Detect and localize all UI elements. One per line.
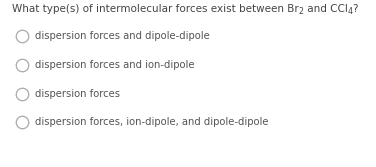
Text: dispersion forces: dispersion forces: [35, 89, 120, 99]
Text: 2: 2: [299, 7, 304, 16]
Text: dispersion forces and ion-dipole: dispersion forces and ion-dipole: [35, 60, 194, 70]
Text: 4: 4: [348, 7, 353, 16]
Text: and CCl: and CCl: [304, 4, 348, 14]
Text: dispersion forces and dipole-dipole: dispersion forces and dipole-dipole: [35, 31, 210, 41]
Text: What type(s) of intermolecular forces exist between Br: What type(s) of intermolecular forces ex…: [12, 4, 299, 14]
Text: ?: ?: [353, 4, 358, 14]
Text: dispersion forces, ion-dipole, and dipole-dipole: dispersion forces, ion-dipole, and dipol…: [35, 117, 268, 127]
